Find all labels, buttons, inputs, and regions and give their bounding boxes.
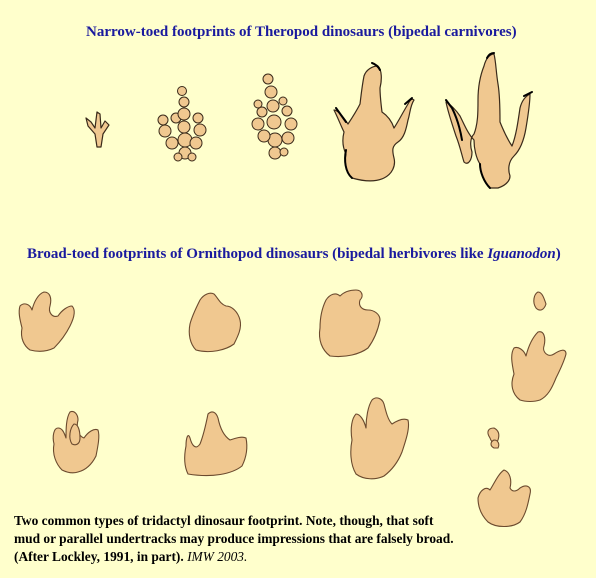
theropod-footprint-3 xyxy=(252,74,297,159)
ornithopod-footprint-2 xyxy=(189,293,240,351)
theropod-footprint-1 xyxy=(86,112,109,147)
ornithopod-footprint-6 xyxy=(185,412,247,476)
theropod-footprint-4 xyxy=(334,63,414,181)
ornithopod-footprint-3 xyxy=(319,290,380,357)
theropod-footprint-2 xyxy=(158,87,206,162)
ornithopod-footprint-4 xyxy=(512,292,566,402)
caption-credit: IMW 2003. xyxy=(187,549,247,564)
figure-caption: Two common types of tridactyl dinosaur f… xyxy=(14,512,454,566)
theropod-footprint-5 xyxy=(446,53,532,188)
ornithopod-footprint-5 xyxy=(53,411,99,472)
ornithopod-footprint-1 xyxy=(19,292,74,351)
ornithopod-footprint-8 xyxy=(478,428,530,527)
ornithopod-footprint-7 xyxy=(351,398,409,479)
